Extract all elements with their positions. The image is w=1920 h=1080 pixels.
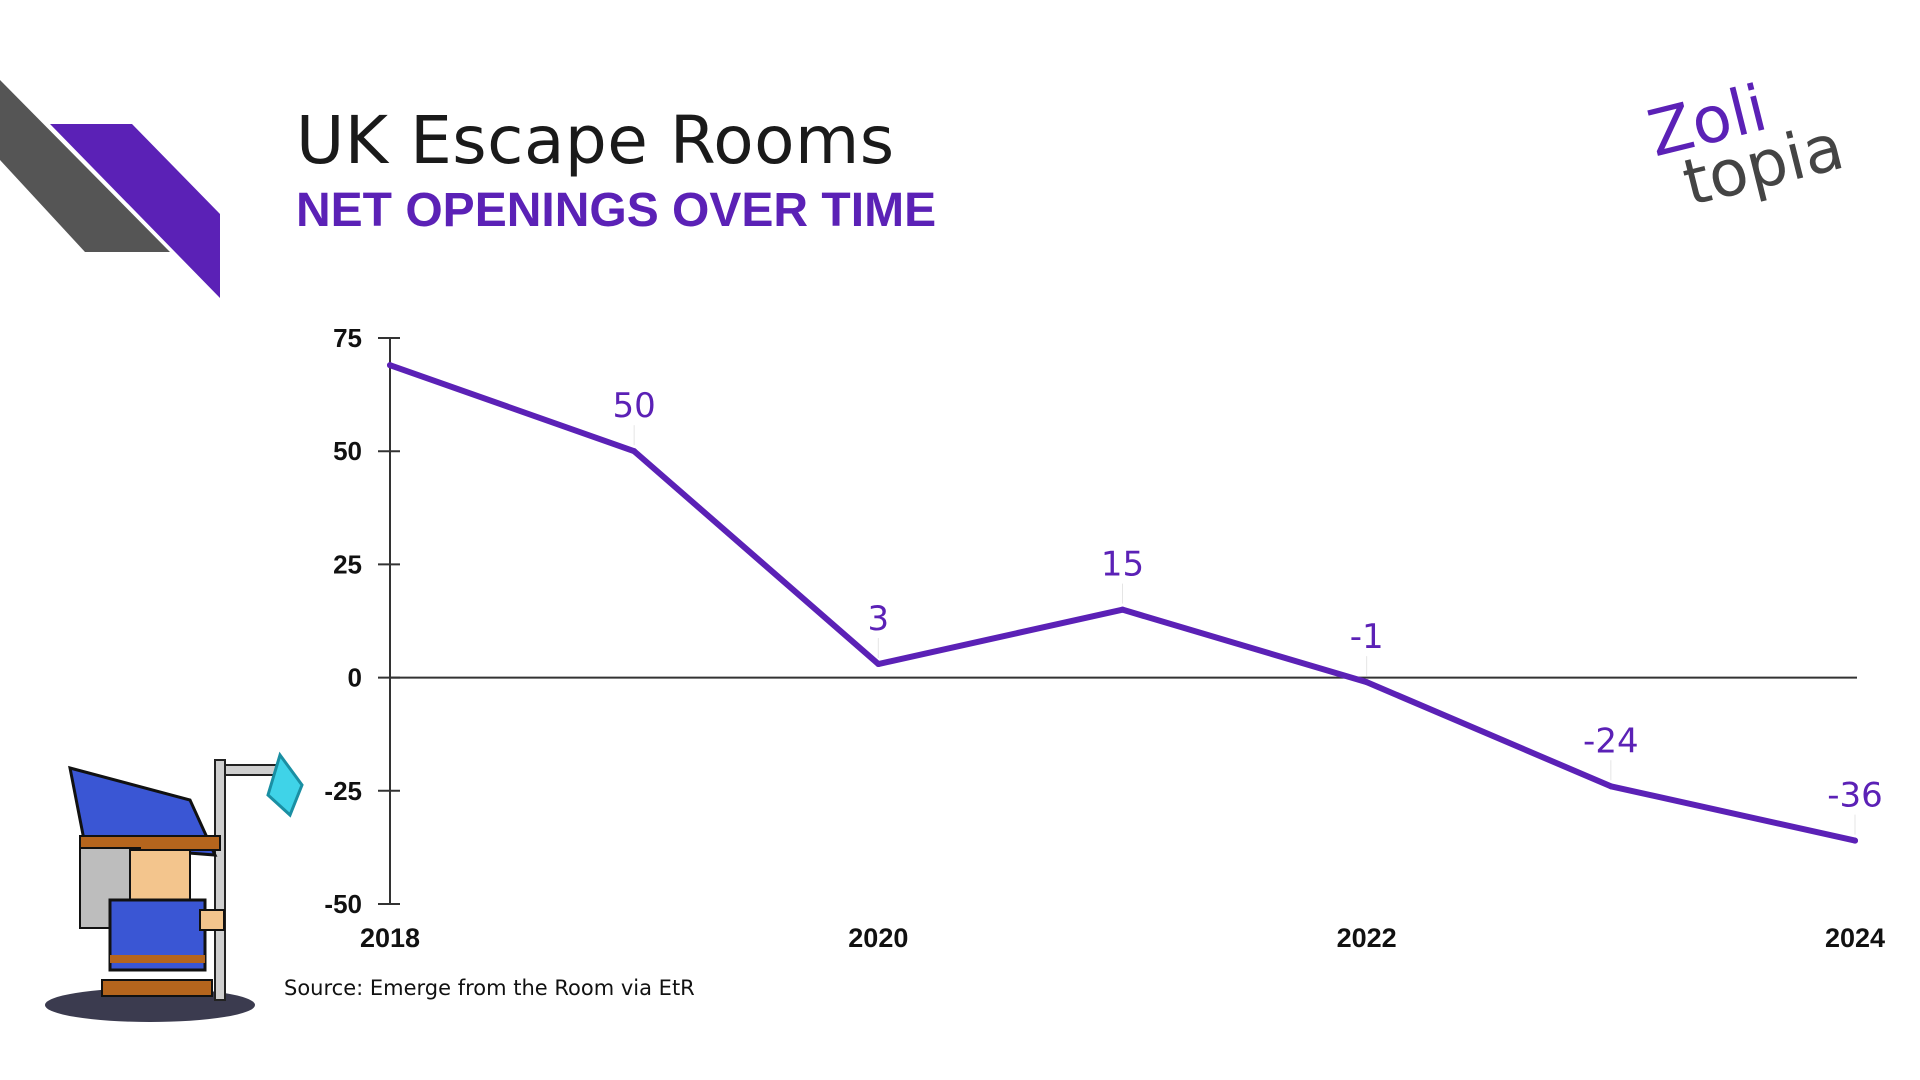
data-point	[1119, 606, 1126, 613]
source-note: Source: Emerge from the Room via EtR	[284, 976, 695, 1000]
data-label: -24	[1583, 721, 1639, 761]
wizard-belt	[110, 955, 205, 963]
wizard-hand	[199, 909, 225, 931]
wizard-mascot-image	[45, 751, 304, 1022]
data-point	[875, 661, 882, 668]
grey-stripe	[0, 80, 170, 252]
x-tick-label: 2024	[1825, 923, 1885, 953]
data-label: -36	[1827, 776, 1883, 816]
data-label: 15	[1101, 545, 1144, 585]
data-label: 50	[613, 386, 656, 426]
zolitopia-logo: Zoli topia	[1641, 72, 1851, 210]
x-tick-label: 2018	[360, 923, 420, 953]
data-label: -1	[1350, 617, 1384, 657]
corner-decoration	[0, 80, 220, 298]
data-point	[631, 448, 638, 455]
page-subtitle: NET OPENINGS OVER TIME	[296, 184, 937, 237]
data-point	[1852, 837, 1858, 844]
wizard-staff	[214, 759, 226, 1001]
y-tick-label: -25	[324, 776, 362, 806]
purple-stripe	[50, 124, 220, 298]
data-point	[387, 362, 393, 369]
data-point	[1607, 783, 1614, 790]
wizard-feet	[101, 979, 213, 997]
y-tick-label: 25	[333, 549, 362, 579]
x-tick-label: 2022	[1337, 923, 1397, 953]
data-point	[1363, 679, 1370, 686]
x-tick-label: 2020	[848, 923, 908, 953]
page-title: UK Escape Rooms	[296, 102, 895, 179]
wizard-hat	[68, 765, 218, 857]
y-tick-label: 50	[333, 436, 362, 466]
wizard-face	[129, 849, 191, 906]
wizard-crystal	[266, 751, 304, 818]
y-tick-label: -50	[324, 889, 362, 919]
data-label: 3	[868, 599, 890, 639]
y-tick-label: 75	[333, 323, 362, 353]
y-tick-label: 0	[348, 663, 362, 693]
